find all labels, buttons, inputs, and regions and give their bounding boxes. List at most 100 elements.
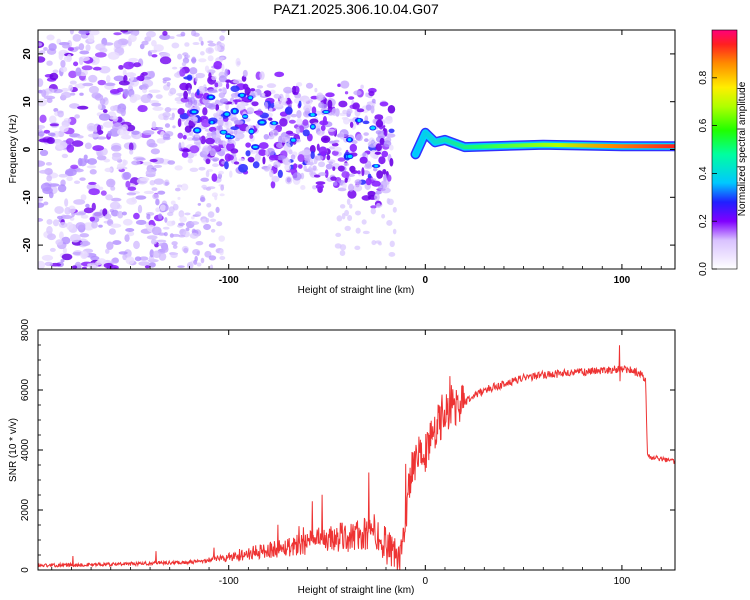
spectrogram-band-point: [211, 173, 218, 182]
spectrogram-noise-point: [89, 216, 96, 222]
spectrogram-hot-point: [224, 112, 230, 116]
spectrogram-band-point: [221, 63, 225, 72]
spectrogram-band-point: [337, 133, 344, 138]
spectrogram-noise-point: [84, 159, 90, 163]
spectrogram-noise-point: [121, 211, 127, 216]
spectrogram-noise-point: [67, 47, 75, 52]
spectrogram-band-point: [195, 72, 206, 79]
spectrogram-band-point: [361, 157, 368, 162]
spectrogram-noise-point: [92, 125, 99, 133]
spectrogram-noise-point: [38, 50, 46, 55]
spectrogram-band-point: [225, 82, 230, 90]
spectrogram-band-point: [370, 205, 377, 209]
spectrogram-noise-point: [92, 145, 105, 152]
spectrogram-noise-point: [151, 40, 157, 47]
spectrogram-band-point: [303, 104, 312, 112]
spectrogram-hot-point: [310, 113, 315, 117]
spectrogram-noise-point: [43, 201, 49, 206]
spectrogram-noise-point: [220, 30, 227, 33]
spectrogram-band-point: [328, 161, 333, 165]
spectrogram-noise-point: [69, 80, 77, 85]
spectrogram-noise-point: [117, 163, 124, 170]
spectrogram-band-point: [270, 181, 276, 189]
spectrogram-noise-point: [189, 167, 199, 172]
spectrogram-noise-point: [79, 50, 90, 55]
spectrogram-band-point: [296, 82, 303, 87]
spectrogram-hot-point: [347, 154, 353, 159]
spectrogram-band-point: [283, 86, 293, 94]
spectrogram-band-point: [352, 184, 363, 192]
spectrogram-noise-point: [171, 112, 175, 119]
spectrogram-noise-point: [98, 224, 103, 228]
spectrogram-noise-point: [128, 142, 134, 152]
spectrogram-noise-point: [38, 218, 44, 222]
spectrogram-noise-point: [164, 217, 168, 223]
spectrogram-band-point: [283, 143, 291, 151]
spectrogram-noise-point: [81, 65, 93, 71]
spectrogram-noise-point: [71, 140, 84, 147]
spectrogram-noise-point: [49, 72, 59, 81]
spectrogram-noise-point: [66, 222, 74, 231]
spectrogram-noise-point: [109, 201, 121, 210]
snr-series-line: [38, 345, 675, 570]
spectrogram-band-point: [181, 151, 189, 158]
spectrogram-band-point: [362, 152, 366, 157]
spectrogram-noise-point: [98, 66, 111, 74]
spectrogram-noise-point: [71, 265, 78, 269]
spectrogram-noise-point: [362, 230, 370, 235]
spectrogram-noise-point: [60, 215, 73, 220]
spectrogram-noise-point: [220, 56, 225, 60]
spectrogram-ytick-label: 0: [22, 146, 33, 152]
spectrogram-noise-point: [214, 195, 218, 201]
spectrogram-band-point: [285, 130, 294, 135]
spectrogram-noise-point: [122, 171, 132, 180]
spectrogram-noise-point: [88, 181, 97, 185]
spectrogram-band-point: [245, 142, 251, 148]
spectrogram-noise-point: [174, 165, 183, 171]
spectrogram-noise-point: [216, 221, 223, 227]
spectrogram-noise-point: [48, 115, 57, 124]
spectrogram-band-point: [181, 61, 187, 67]
spectrogram-band-point: [306, 162, 315, 166]
spectrogram-ridge-group: [410, 127, 675, 160]
spectrogram-noise-point: [62, 246, 67, 254]
spectrogram-band-point: [242, 83, 249, 90]
spectrogram-noise-point: [215, 206, 220, 214]
spectrogram-band-point: [238, 163, 249, 173]
spectrogram-noise-point: [48, 191, 54, 199]
spectrogram-noise-point: [110, 105, 117, 112]
spectrogram-noise-point: [146, 235, 158, 240]
spectrogram-noise-point: [162, 226, 170, 230]
spectrogram-noise-point: [38, 42, 43, 47]
spectrogram-noise-point: [106, 178, 116, 188]
spectrogram-band-point: [273, 161, 281, 168]
spectrogram-band-point: [229, 170, 233, 178]
spectrogram-band-point: [177, 108, 185, 115]
spectrogram-noise-point: [164, 181, 169, 186]
spectrogram-hot-point: [323, 110, 329, 114]
spectrogram-band-point: [298, 164, 303, 169]
spectrogram-band-point: [302, 119, 309, 126]
spectrogram-noise-point: [193, 32, 200, 37]
spectrogram-noise-point: [133, 62, 141, 68]
spectrogram-noise-point: [174, 187, 181, 192]
spectrogram-band-point: [232, 79, 243, 84]
spectrogram-noise-point: [151, 102, 162, 107]
spectrogram-band-point: [200, 135, 206, 145]
spectrogram-noise-point: [189, 67, 198, 75]
spectrogram-noise-point: [176, 184, 183, 188]
spectrogram-band-point: [313, 174, 321, 178]
spectrogram-noise-point: [111, 209, 119, 217]
spectrogram-noise-point: [95, 43, 106, 51]
spectrogram-band-point: [219, 98, 229, 105]
spectrogram-noise-point: [190, 221, 200, 225]
spectrogram-noise-point: [96, 136, 107, 140]
spectrogram-noise-point: [152, 106, 164, 111]
spectrogram-band-point: [352, 102, 360, 110]
spectrogram-noise-point: [171, 66, 178, 70]
spectrogram-hot-point: [291, 138, 296, 142]
colorbar-tick-label: 0.6: [698, 118, 709, 132]
